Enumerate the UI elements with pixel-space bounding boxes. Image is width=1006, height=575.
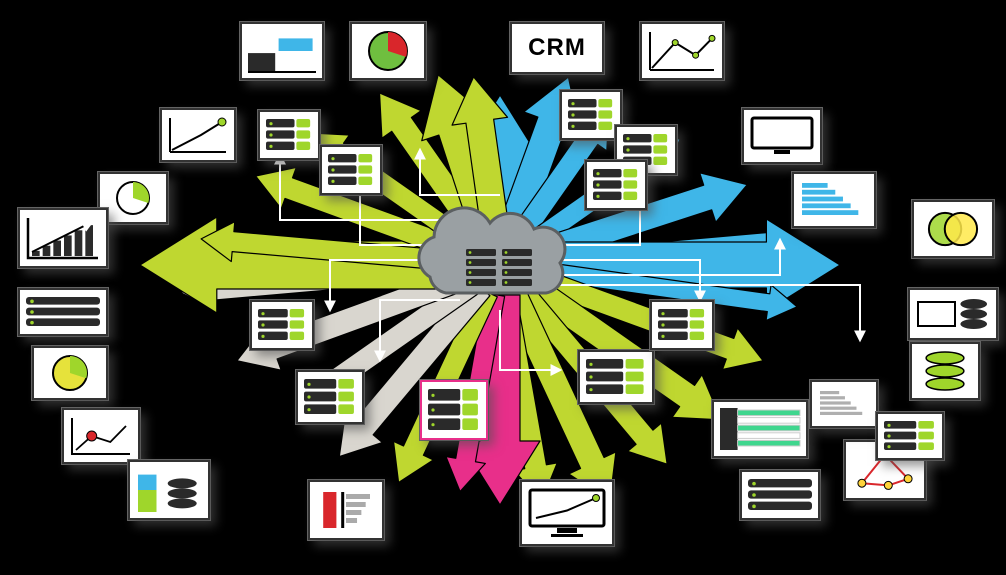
center-cloud: [0, 0, 1006, 575]
diagram-stage: { "canvas":{"w":1006,"h":575,"bg":"#0000…: [0, 0, 1006, 575]
